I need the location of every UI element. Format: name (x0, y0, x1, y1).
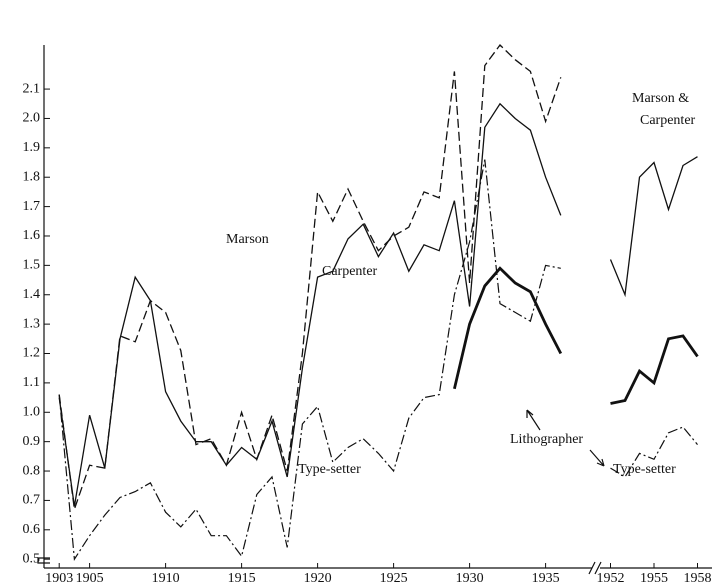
series-label: Type-setter (613, 462, 676, 477)
y-tick-label: 0.7 (23, 493, 41, 508)
x-tick-label: 1935 (532, 571, 560, 586)
x-tick-label: 1925 (380, 571, 408, 586)
y-tick-label: 1.0 (23, 404, 41, 419)
y-tick-label: 1.8 (23, 169, 41, 184)
series-label: Carpenter (322, 264, 378, 279)
y-tick-label: 1.5 (23, 258, 41, 273)
x-tick-label: 1903 (45, 571, 73, 586)
y-tick-label: 1.3 (23, 316, 41, 331)
series-label: Marson & Carpenter (632, 91, 696, 128)
y-tick-label: 0.6 (23, 522, 41, 537)
series-label: Type-setter (298, 462, 361, 477)
x-tick-label: 1955 (640, 571, 668, 586)
pointer-arrow (589, 449, 605, 467)
y-tick-label: 2.0 (23, 111, 41, 126)
series-label: Lithographer (510, 432, 583, 447)
y-tick-label: 1.1 (23, 375, 41, 390)
series-line (609, 156, 698, 298)
pointer-arrow (526, 409, 541, 431)
x-tick-label: 1952 (597, 571, 625, 586)
y-tick-label: 0.9 (23, 434, 41, 449)
series-label: Marson (226, 232, 269, 247)
x-tick-label: 1905 (76, 571, 104, 586)
series-line (58, 102, 562, 507)
series-line (453, 266, 563, 390)
x-tick-label: 1915 (228, 571, 256, 586)
series-line (58, 44, 562, 510)
series-line (610, 426, 698, 478)
x-tick-label: 1958 (684, 571, 712, 586)
y-tick-label: 0.5 (23, 551, 41, 566)
y-tick-label: 1.9 (23, 140, 41, 155)
axis-break (588, 561, 602, 575)
y-tick-label: 1.7 (23, 199, 41, 214)
series-line (610, 334, 699, 405)
y-tick-label: 1.6 (23, 228, 41, 243)
x-tick-label: 1920 (304, 571, 332, 586)
y-tick-label: 1.4 (23, 287, 41, 302)
axis-break (37, 557, 50, 564)
x-tick-label: 1930 (456, 571, 484, 586)
series-line (58, 159, 561, 561)
y-tick-label: 0.8 (23, 463, 41, 478)
y-tick-label: 1.2 (23, 346, 41, 361)
y-tick-label: 2.1 (23, 81, 41, 96)
x-tick-label: 1910 (152, 571, 180, 586)
